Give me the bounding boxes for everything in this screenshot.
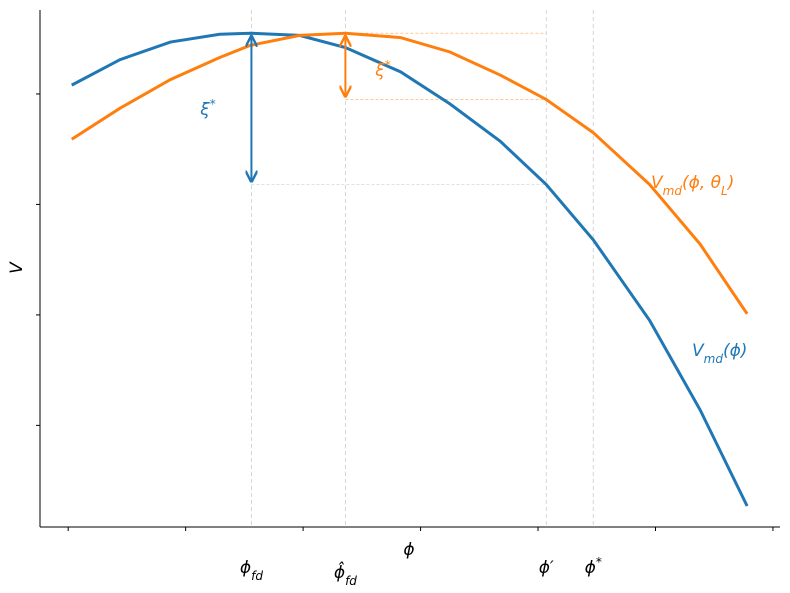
label-part: * (210, 97, 216, 111)
label-part: ) (726, 173, 735, 193)
label-part: L (721, 184, 728, 198)
arrow-label: ξ* (374, 58, 390, 81)
label-part: md (663, 184, 683, 198)
label-part: ξ (374, 61, 385, 81)
guide-label: ϕ′ (539, 558, 554, 578)
label-part: (ϕ) (723, 341, 747, 361)
label-part: fd (345, 574, 357, 588)
label-part: (ϕ, θ (682, 173, 722, 193)
label-part: ϕ′ (539, 558, 554, 578)
label-part: ξ (199, 100, 210, 120)
x-axis-label: ϕ (403, 540, 414, 560)
label-part: ϕ (240, 558, 251, 578)
curve-label: Vmd(ϕ, θL) (651, 173, 734, 198)
guide-label: ϕ̂fd (334, 560, 357, 588)
y-axis-label: V (7, 261, 27, 274)
label-part: V (692, 341, 705, 361)
guide-label: ϕfd (240, 558, 263, 583)
curve (71, 31, 749, 507)
label-part: ϕ̂ (334, 560, 345, 583)
curve-label: Vmd(ϕ) (692, 341, 747, 366)
guide-label: ϕ* (585, 555, 602, 578)
label-part: ϕ (585, 558, 596, 578)
label-part: V (651, 173, 664, 193)
label-part: * (596, 555, 602, 569)
curve (70, 31, 749, 315)
label-part: * (385, 58, 391, 72)
arrow-label: ξ* (199, 97, 215, 120)
label-part: md (704, 352, 724, 366)
label-part: fd (251, 569, 263, 583)
